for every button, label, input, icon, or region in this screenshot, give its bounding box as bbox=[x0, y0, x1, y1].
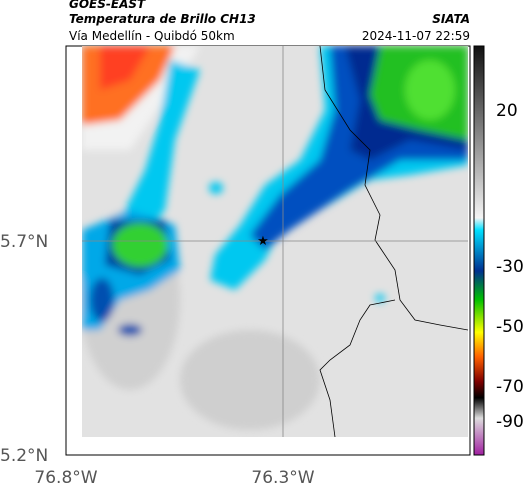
lat-label: 5.7°N bbox=[0, 232, 48, 252]
svg-text:★: ★ bbox=[257, 234, 269, 249]
source: SIATA bbox=[432, 12, 470, 26]
title: Temperatura de Brillo CH13 bbox=[69, 12, 256, 26]
lon-label: 76.3°W bbox=[251, 468, 314, 488]
colorbar-label: -50 bbox=[496, 317, 524, 337]
colorbar bbox=[473, 45, 485, 456]
datetime: 2024-11-07 22:59 bbox=[362, 29, 470, 43]
satellite-image: ★ bbox=[82, 46, 468, 437]
lat-label: 5.2°N bbox=[0, 446, 48, 466]
lon-label: 76.8°W bbox=[34, 468, 97, 488]
colorbar-label: 20 bbox=[496, 101, 518, 121]
product: GOES-EAST bbox=[69, 0, 146, 11]
colorbar-label: -90 bbox=[496, 412, 524, 432]
colorbar-label: -70 bbox=[496, 377, 524, 397]
route: Vía Medellín - Quibdó 50km bbox=[69, 29, 235, 43]
colorbar-label: -30 bbox=[496, 257, 524, 277]
